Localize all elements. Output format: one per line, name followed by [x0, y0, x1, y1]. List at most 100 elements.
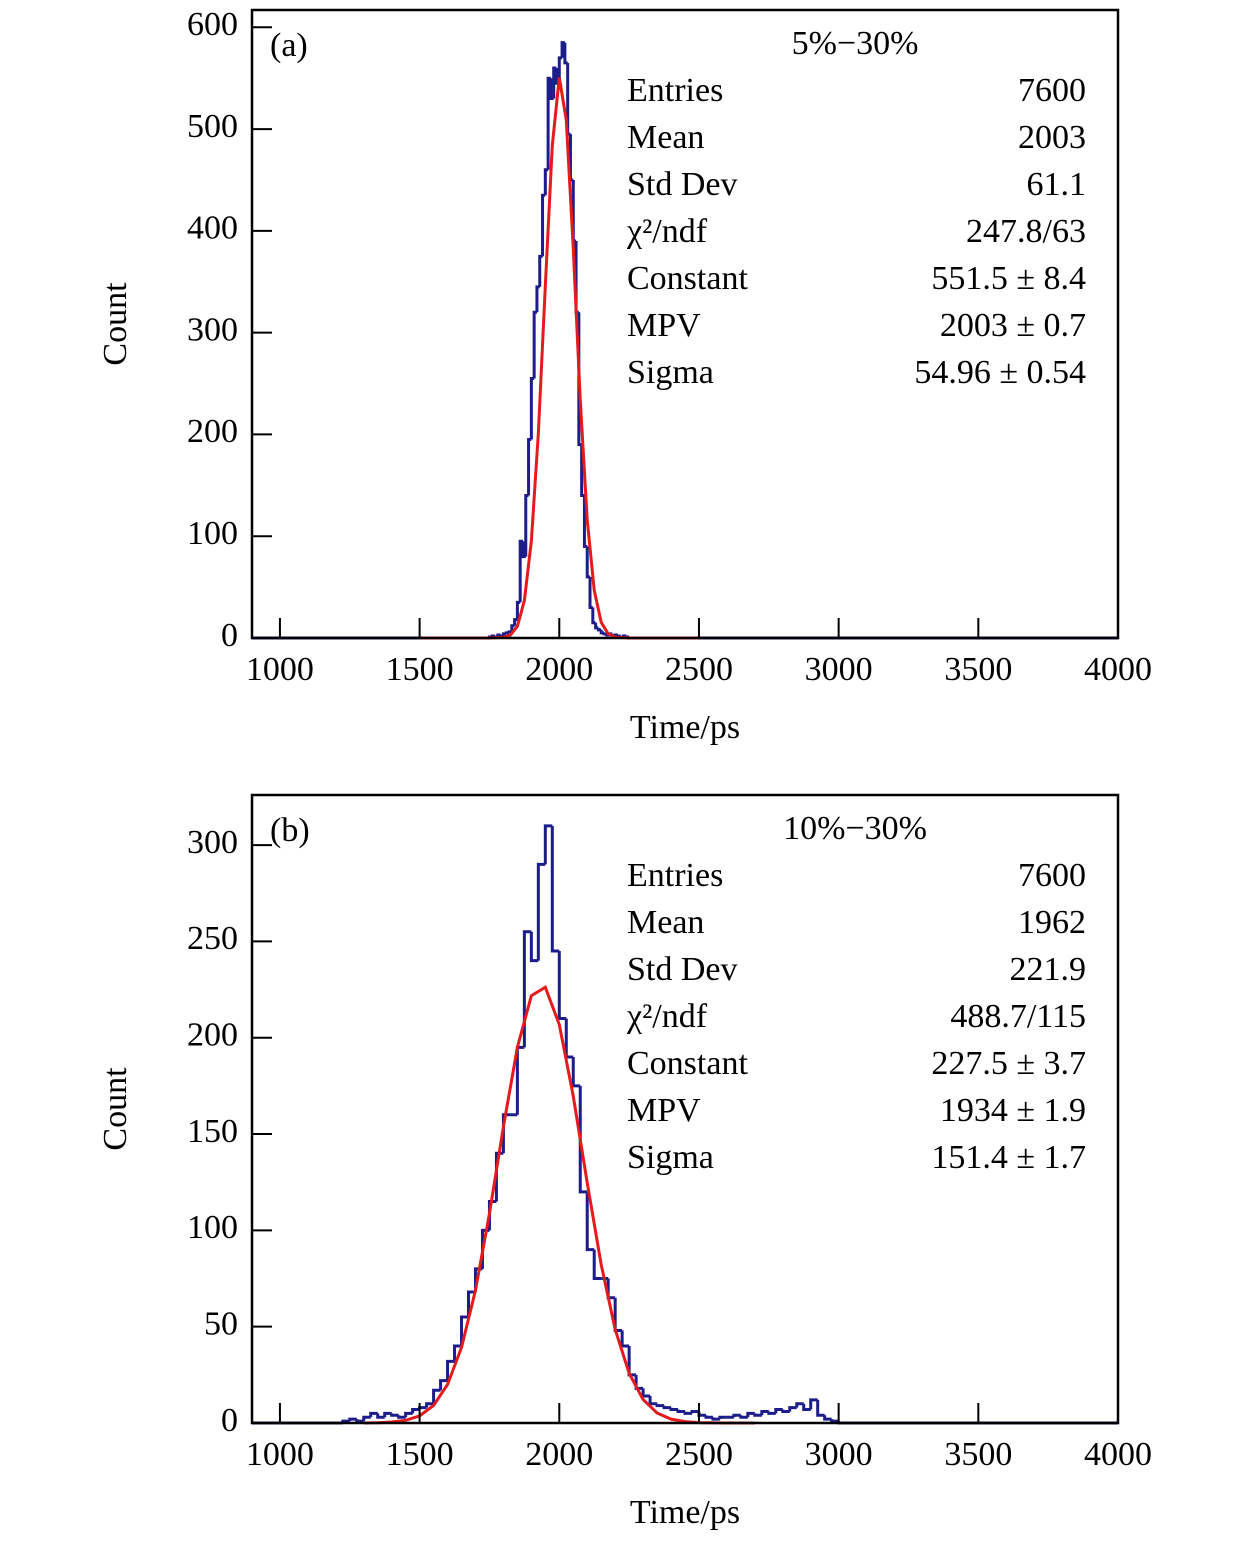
y-tick-label: 0: [221, 1402, 238, 1439]
stats-value: 2003: [1018, 119, 1086, 156]
histogram-bin: [549, 78, 554, 101]
stats-label: Mean: [627, 119, 704, 156]
x-tick-label: 3500: [944, 651, 1012, 688]
histogram-bin: [566, 62, 571, 136]
histogram-bin: [397, 1415, 406, 1419]
histogram-bin: [781, 1409, 790, 1413]
x-tick-label: 2500: [665, 651, 733, 688]
histogram-bin: [362, 1415, 371, 1422]
x-tick-label: 3500: [944, 1436, 1012, 1473]
panel: 1000 1500 2000 2500 3000 3500 4000 0 100 200 300 40…: [97, 6, 1152, 746]
x-tick-label: 4000: [1084, 1436, 1152, 1473]
stats-label: χ²/ndf: [626, 213, 708, 250]
histogram-bin: [655, 1403, 665, 1408]
y-axis-label: Count: [97, 1067, 134, 1151]
histogram-bin: [529, 931, 539, 963]
histogram-bin: [591, 607, 596, 625]
stats-label: Constant: [627, 260, 748, 297]
x-tick-label: 2000: [525, 651, 593, 688]
histogram-bin: [536, 862, 546, 961]
stats-title: 10%−30%: [783, 810, 927, 847]
histogram-bin: [582, 495, 588, 548]
stats-value: 1962: [1018, 904, 1086, 941]
histogram-bin: [550, 825, 560, 953]
histogram-bin: [620, 1330, 630, 1348]
y-tick-label: 150: [187, 1113, 238, 1150]
histogram-bin: [704, 1415, 713, 1419]
histogram-bin: [578, 1085, 588, 1194]
x-tick-label: 2000: [525, 1436, 593, 1473]
stats-value: 7600: [1018, 857, 1086, 894]
panel-label: (b): [270, 812, 310, 849]
histogram-bin: [501, 1113, 511, 1154]
fit-curve: [363, 985, 755, 1425]
histogram-bin: [521, 541, 526, 559]
x-tick-label: 2500: [665, 1436, 733, 1473]
histogram-bin: [504, 631, 510, 635]
histogram-bin: [369, 1411, 378, 1418]
histogram-bin: [355, 1419, 364, 1423]
histogram-bin: [541, 193, 546, 257]
stats-label: Entries: [627, 857, 723, 894]
stats-value: 221.9: [1010, 951, 1087, 988]
histogram-bin: [560, 41, 565, 58]
histogram-bin: [627, 1345, 637, 1377]
histogram-bin: [446, 1359, 455, 1381]
histogram-bin: [746, 1411, 755, 1418]
histogram-bin: [518, 539, 523, 603]
histogram-bin: [404, 1411, 413, 1418]
y-tick-label: 400: [187, 210, 238, 247]
histogram-bin: [418, 1406, 427, 1410]
y-tick-label: 600: [187, 6, 238, 43]
histogram-bin: [599, 629, 604, 635]
histogram-bin: [538, 254, 543, 287]
histogram-bin: [753, 1413, 762, 1417]
histogram-bin: [552, 66, 557, 99]
histogram-bin: [501, 632, 507, 636]
histogram-bin: [585, 1191, 595, 1252]
histogram-bin: [494, 1151, 504, 1202]
stats-value: 1934 ± 1.9: [940, 1092, 1086, 1129]
histogram-bin: [669, 1407, 679, 1412]
y-tick-label: 200: [187, 1017, 238, 1054]
histogram-bin: [711, 1417, 720, 1421]
panel: 1000 1500 2000 2500 3000 3500 4000 0 50 100 150 200…: [97, 793, 1152, 1531]
histogram-bin: [467, 1290, 476, 1318]
histogram-bin: [390, 1413, 399, 1417]
histogram-bin: [439, 1379, 448, 1391]
stats-value: 7600: [1018, 72, 1086, 109]
stats-value: 61.1: [1027, 166, 1087, 203]
y-tick-label: 0: [221, 617, 238, 654]
y-tick-label: 50: [204, 1305, 238, 1342]
x-tick-label: 3000: [805, 1436, 873, 1473]
histogram-bin: [425, 1402, 434, 1408]
histogram-bin: [432, 1388, 441, 1404]
panel-label: (a): [270, 27, 308, 64]
stats-label: MPV: [627, 307, 701, 344]
histogram-bin: [760, 1409, 769, 1416]
stats-value: 151.4 ± 1.7: [931, 1139, 1086, 1176]
histogram-bin: [557, 951, 567, 1020]
histogram-bin: [522, 930, 532, 1048]
y-tick-label: 300: [187, 311, 238, 348]
stats-value: 488.7/115: [950, 998, 1086, 1035]
histogram-bin: [830, 1419, 839, 1423]
histogram-bin: [348, 1417, 357, 1422]
histogram-bin: [662, 1405, 672, 1410]
y-tick-label: 100: [187, 1209, 238, 1246]
histogram-bin: [535, 285, 540, 313]
histogram-bin: [580, 444, 585, 498]
stats-label: Sigma: [627, 1139, 714, 1176]
histogram-bin: [641, 1388, 651, 1398]
fit-curve: [419, 77, 699, 640]
histogram-bin: [543, 168, 549, 196]
stats-label: Mean: [627, 904, 704, 941]
histogram-bin: [732, 1413, 741, 1418]
histogram-bin: [809, 1398, 818, 1410]
histogram-bin: [571, 1056, 581, 1088]
histogram-bin: [515, 1045, 525, 1115]
histogram-bin: [802, 1403, 811, 1412]
stats-label: Entries: [627, 72, 723, 109]
x-tick-label: 1500: [386, 651, 454, 688]
